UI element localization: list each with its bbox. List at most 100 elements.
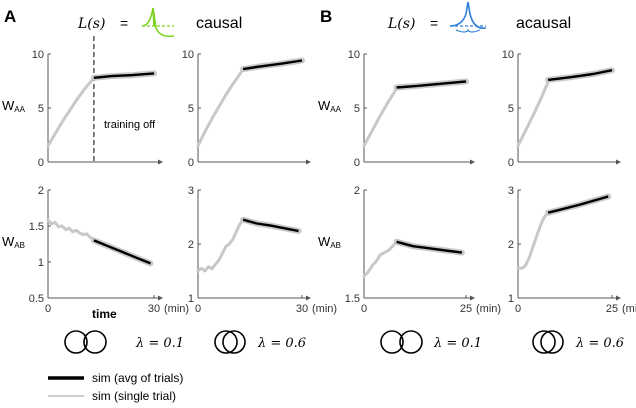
x-axis-arrow bbox=[470, 295, 475, 301]
y-tick-label: 1.5 bbox=[29, 221, 44, 233]
y-tick-label: 10 bbox=[502, 49, 514, 61]
x-tick-label: 0 bbox=[195, 303, 201, 315]
avg-line bbox=[93, 239, 151, 265]
x-axis-arrow bbox=[306, 159, 311, 165]
x-axis-arrow bbox=[306, 295, 311, 301]
chart-7: 1.5 2 0 25 (min) WAB bbox=[318, 185, 501, 315]
y-tick-label: 1 bbox=[38, 257, 44, 269]
single-trial-line bbox=[362, 240, 399, 278]
overlap-icon-1 bbox=[64, 330, 107, 354]
x-tick-label: 0 bbox=[45, 303, 51, 315]
avg-line bbox=[242, 218, 299, 233]
x-axis-arrow bbox=[470, 159, 475, 165]
x-tick-label: 25 bbox=[606, 303, 618, 315]
single-trial-line bbox=[362, 87, 399, 148]
y-tick-label: 0 bbox=[354, 157, 360, 169]
overlap-icon-4 bbox=[532, 330, 564, 354]
y-tick-label: 2 bbox=[508, 239, 514, 251]
avg-line bbox=[547, 69, 613, 82]
overlap-icon-3 bbox=[380, 330, 423, 354]
panel-letter-a: A bbox=[4, 7, 16, 26]
y-axis-label-subscript: AA bbox=[330, 105, 341, 114]
header-label-acausal: acausal bbox=[516, 15, 571, 32]
kernel-formula-causal: L(s) bbox=[77, 16, 105, 32]
y-tick-label: 0.5 bbox=[29, 293, 44, 305]
y-axis-label-subscript: AB bbox=[330, 241, 341, 250]
y-tick-label: 2 bbox=[354, 185, 360, 197]
lambda-label-2: λ = 0.6 bbox=[257, 336, 306, 351]
training-off-label: training off bbox=[104, 119, 156, 131]
equals-sign-causal: = bbox=[120, 15, 128, 31]
avg-line bbox=[242, 59, 303, 71]
single-trial-line bbox=[196, 67, 245, 148]
y-tick-label: 0 bbox=[38, 157, 44, 169]
lambda-label-3: λ = 0.1 bbox=[433, 336, 482, 351]
avg-line bbox=[547, 195, 609, 214]
avg-line bbox=[93, 72, 155, 79]
single-trial-line bbox=[46, 218, 96, 241]
x-unit-label: (min) bbox=[476, 303, 501, 315]
x-tick-label: 30 bbox=[296, 303, 308, 315]
single-trial-line bbox=[516, 211, 550, 270]
x-axis-arrow bbox=[616, 159, 621, 165]
y-tick-label: 3 bbox=[188, 185, 194, 197]
y-tick-label: 0 bbox=[188, 157, 194, 169]
single-trial-line bbox=[516, 80, 550, 148]
y-axis-label: WAA bbox=[2, 98, 26, 114]
overlap-icon-2 bbox=[214, 330, 246, 354]
avg-line bbox=[396, 80, 467, 89]
y-tick-label: 1 bbox=[188, 293, 194, 305]
avg-line bbox=[396, 240, 463, 254]
y-tick-label: 2 bbox=[38, 185, 44, 197]
y-tick-label: 5 bbox=[188, 103, 194, 115]
x-axis-arrow bbox=[158, 295, 163, 301]
causal-kernel-icon bbox=[141, 7, 175, 38]
y-tick-label: 1 bbox=[508, 293, 514, 305]
y-tick-label: 2 bbox=[188, 239, 194, 251]
y-tick-label: 5 bbox=[354, 103, 360, 115]
legend-label-single: sim (single trial) bbox=[92, 389, 176, 403]
single-trial-line bbox=[46, 76, 96, 148]
y-axis-label: WAB bbox=[318, 234, 341, 250]
lambda-label-1: λ = 0.1 bbox=[135, 336, 184, 351]
chart-4: 0 5 10 bbox=[502, 49, 621, 169]
y-axis-label-subscript: AB bbox=[14, 241, 25, 250]
y-tick-label: 3 bbox=[508, 185, 514, 197]
chart-5: 0.5 1 1.5 2 0 30 (min) WAB bbox=[2, 185, 189, 315]
header-label-causal: causal bbox=[196, 15, 242, 32]
y-tick-label: 10 bbox=[182, 49, 194, 61]
x-unit-label: (min) bbox=[622, 303, 636, 315]
x-tick-label: 30 bbox=[148, 303, 160, 315]
y-tick-label: 5 bbox=[38, 103, 44, 115]
panel-letter-b: B bbox=[320, 7, 332, 26]
y-tick-label: 1.5 bbox=[345, 293, 360, 305]
y-tick-label: 10 bbox=[348, 49, 360, 61]
acausal-kernel-icon bbox=[449, 1, 487, 33]
x-unit-label: (min) bbox=[164, 303, 189, 315]
chart-1: 0 5 10 WAA bbox=[2, 36, 163, 169]
x-tick-label: 0 bbox=[361, 303, 367, 315]
x-axis-arrow bbox=[616, 295, 621, 301]
equals-sign-acausal: = bbox=[430, 15, 438, 31]
y-tick-label: 10 bbox=[32, 49, 44, 61]
x-tick-label: 0 bbox=[515, 303, 521, 315]
chart-2: 0 5 10 bbox=[182, 49, 311, 169]
chart-3: 0 5 10 WAA bbox=[318, 49, 475, 169]
x-tick-label: 25 bbox=[460, 303, 472, 315]
y-tick-label: 0 bbox=[508, 157, 514, 169]
lambda-label-4: λ = 0.6 bbox=[575, 336, 624, 351]
chart-8: 1 2 3 0 25 (min) bbox=[508, 185, 636, 315]
legend-label-avg: sim (avg of trials) bbox=[92, 371, 183, 385]
x-unit-label: (min) bbox=[312, 303, 337, 315]
y-tick-label: 5 bbox=[508, 103, 514, 115]
y-axis-label: WAB bbox=[2, 234, 25, 250]
x-axis-arrow bbox=[158, 159, 163, 165]
time-axis-label: time bbox=[92, 307, 117, 321]
y-axis-label: WAA bbox=[318, 98, 342, 114]
single-trial-line bbox=[196, 218, 245, 273]
kernel-formula-acausal: L(s) bbox=[387, 16, 415, 32]
y-axis-label-subscript: AA bbox=[14, 105, 25, 114]
